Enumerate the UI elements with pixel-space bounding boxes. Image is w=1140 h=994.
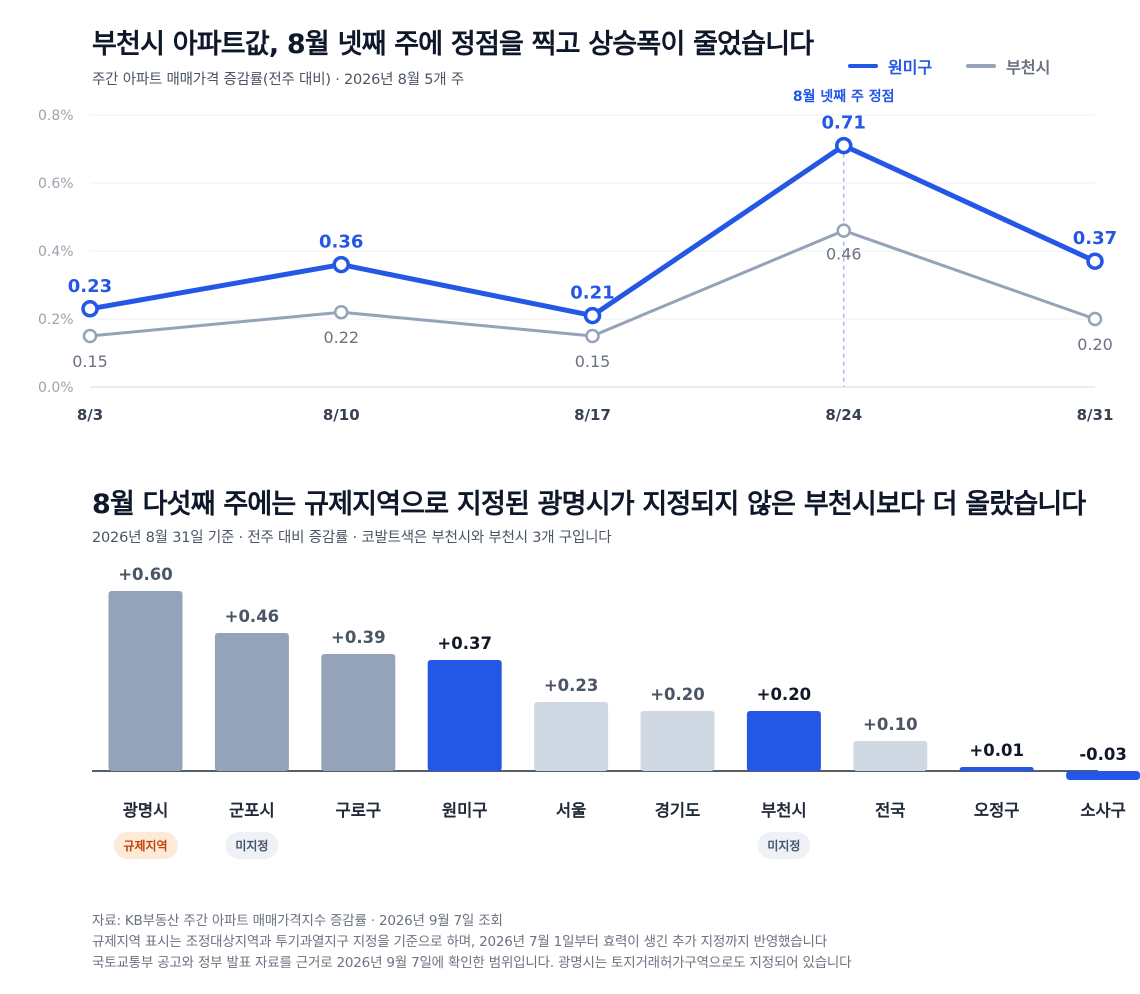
y-tick-label: 0.4%	[38, 244, 74, 260]
peak-annotation: 8월 넷째 주 정점	[793, 88, 895, 105]
bar-value-label: +0.10	[863, 715, 918, 734]
bar	[534, 702, 609, 771]
x-tick-label: 8/17	[574, 406, 611, 424]
data-label-wonmi: 0.23	[68, 276, 112, 297]
data-point-bucheon	[82, 328, 98, 344]
bar	[640, 711, 715, 771]
data-point-wonmi	[835, 136, 853, 155]
bar-category-label: 광명시	[123, 801, 169, 820]
bar-value-label: +0.20	[650, 685, 705, 704]
line-chart-subtitle: 주간 아파트 매매가격 증감률(전주 대비) · 2026년 8월 5개 주	[92, 72, 464, 88]
data-point-wonmi	[332, 255, 350, 274]
data-label-bucheon: 0.22	[323, 328, 359, 347]
data-label-bucheon: 0.20	[1077, 335, 1113, 354]
data-label-bucheon: 0.46	[826, 245, 862, 264]
bar	[214, 633, 289, 771]
bar-value-label: +0.01	[969, 741, 1024, 760]
bar	[108, 591, 183, 771]
line-chart-title: 부천시 아파트값, 8월 넷째 주에 정점을 찍고 상승폭이 줄었습니다	[92, 29, 814, 60]
data-label-wonmi: 0.71	[822, 113, 866, 134]
bar-category-label: 소사구	[1080, 801, 1126, 820]
regulated-badge: 규제지역	[113, 832, 178, 859]
bar-value-label: +0.46	[225, 607, 280, 626]
bar-chart-subtitle: 2026년 8월 31일 기준 · 전주 대비 증감률 · 코발트색은 부천시와…	[92, 530, 612, 546]
bar-value-label: +0.23	[544, 676, 599, 695]
bar-value-label: -0.03	[1079, 745, 1127, 764]
data-point-wonmi	[583, 306, 602, 325]
data-point-bucheon	[585, 328, 600, 344]
bar-value-label: +0.20	[757, 685, 812, 704]
bar-category-label: 구로구	[336, 801, 382, 820]
y-tick-label: 0.2%	[38, 312, 74, 328]
bar-value-label: +0.39	[331, 628, 386, 647]
footnote-regulation: 규제지역 표시는 조정대상지역과 투기과열지구 지정을 기준으로 하며, 202…	[92, 934, 827, 950]
bar	[1066, 771, 1140, 780]
data-point-bucheon	[1087, 311, 1103, 327]
y-tick-label: 0.0%	[38, 380, 74, 396]
data-label-wonmi: 0.36	[319, 232, 363, 253]
legend-swatch-wonmi	[848, 64, 878, 68]
data-label-bucheon: 0.15	[72, 352, 108, 371]
footnote-source: 자료: KB부동산 주간 아파트 매매가격지수 증감률 · 2026년 9월 7…	[92, 913, 503, 929]
bar-category-label: 군포시	[229, 801, 275, 820]
bar	[959, 767, 1034, 771]
undesignated-badge: 미지정	[757, 832, 811, 859]
data-point-bucheon	[334, 304, 349, 320]
x-tick-label: 8/10	[323, 406, 360, 424]
bar	[427, 660, 502, 771]
data-label-bucheon: 0.15	[575, 352, 611, 371]
bar-category-label: 서울	[556, 801, 586, 820]
bar-category-label: 부천시	[761, 801, 807, 820]
x-tick-label: 8/3	[77, 406, 103, 424]
undesignated-badge: 미지정	[225, 832, 279, 859]
bar-category-label: 경기도	[655, 801, 701, 820]
data-point-bucheon	[836, 223, 851, 238]
bar	[746, 711, 821, 771]
data-label-wonmi: 0.37	[1073, 228, 1117, 249]
x-tick-label: 8/24	[825, 406, 862, 424]
bar-value-label: +0.60	[118, 565, 173, 584]
bar-category-label: 오정구	[974, 801, 1020, 820]
legend-label-bucheon: 부천시	[1006, 58, 1051, 77]
bar-chart-title: 8월 다섯째 주에는 규제지역으로 지정된 광명시가 지정되지 않은 부천시보다…	[92, 489, 1086, 520]
y-tick-label: 0.6%	[38, 176, 74, 192]
bar	[853, 741, 928, 771]
data-point-wonmi	[1086, 252, 1104, 270]
bar-category-label: 원미구	[442, 801, 488, 820]
line-chart: 0.0% 0.2% 0.4% 0.6% 0.8% 8/3 8/10 8/17 8/24 8/31 8…	[38, 88, 1117, 424]
line-chart-legend: 원미구 부천시	[848, 54, 1050, 78]
footnotes: 자료: KB부동산 주간 아파트 매매가격지수 증감률 · 2026년 9월 7…	[92, 911, 852, 974]
bar-chart: +0.60 광명시 +0.46 군포시 +0.39 구로구 +0.37 원미구 +0.23 서울 +…	[92, 565, 1140, 820]
x-tick-label: 8/31	[1077, 406, 1114, 424]
legend-label-wonmi: 원미구	[888, 58, 933, 77]
footnote-basis: 국토교통부 공고와 정부 발표 자료를 근거로 2026년 9월 7일에 확인한…	[92, 955, 852, 971]
bar-category-label: 전국	[875, 801, 905, 820]
data-point-wonmi	[81, 300, 99, 318]
y-tick-label: 0.8%	[38, 108, 74, 124]
bar-value-label: +0.37	[437, 634, 492, 653]
bar	[321, 654, 396, 771]
legend-swatch-bucheon	[966, 64, 997, 68]
data-label-wonmi: 0.21	[570, 283, 614, 304]
